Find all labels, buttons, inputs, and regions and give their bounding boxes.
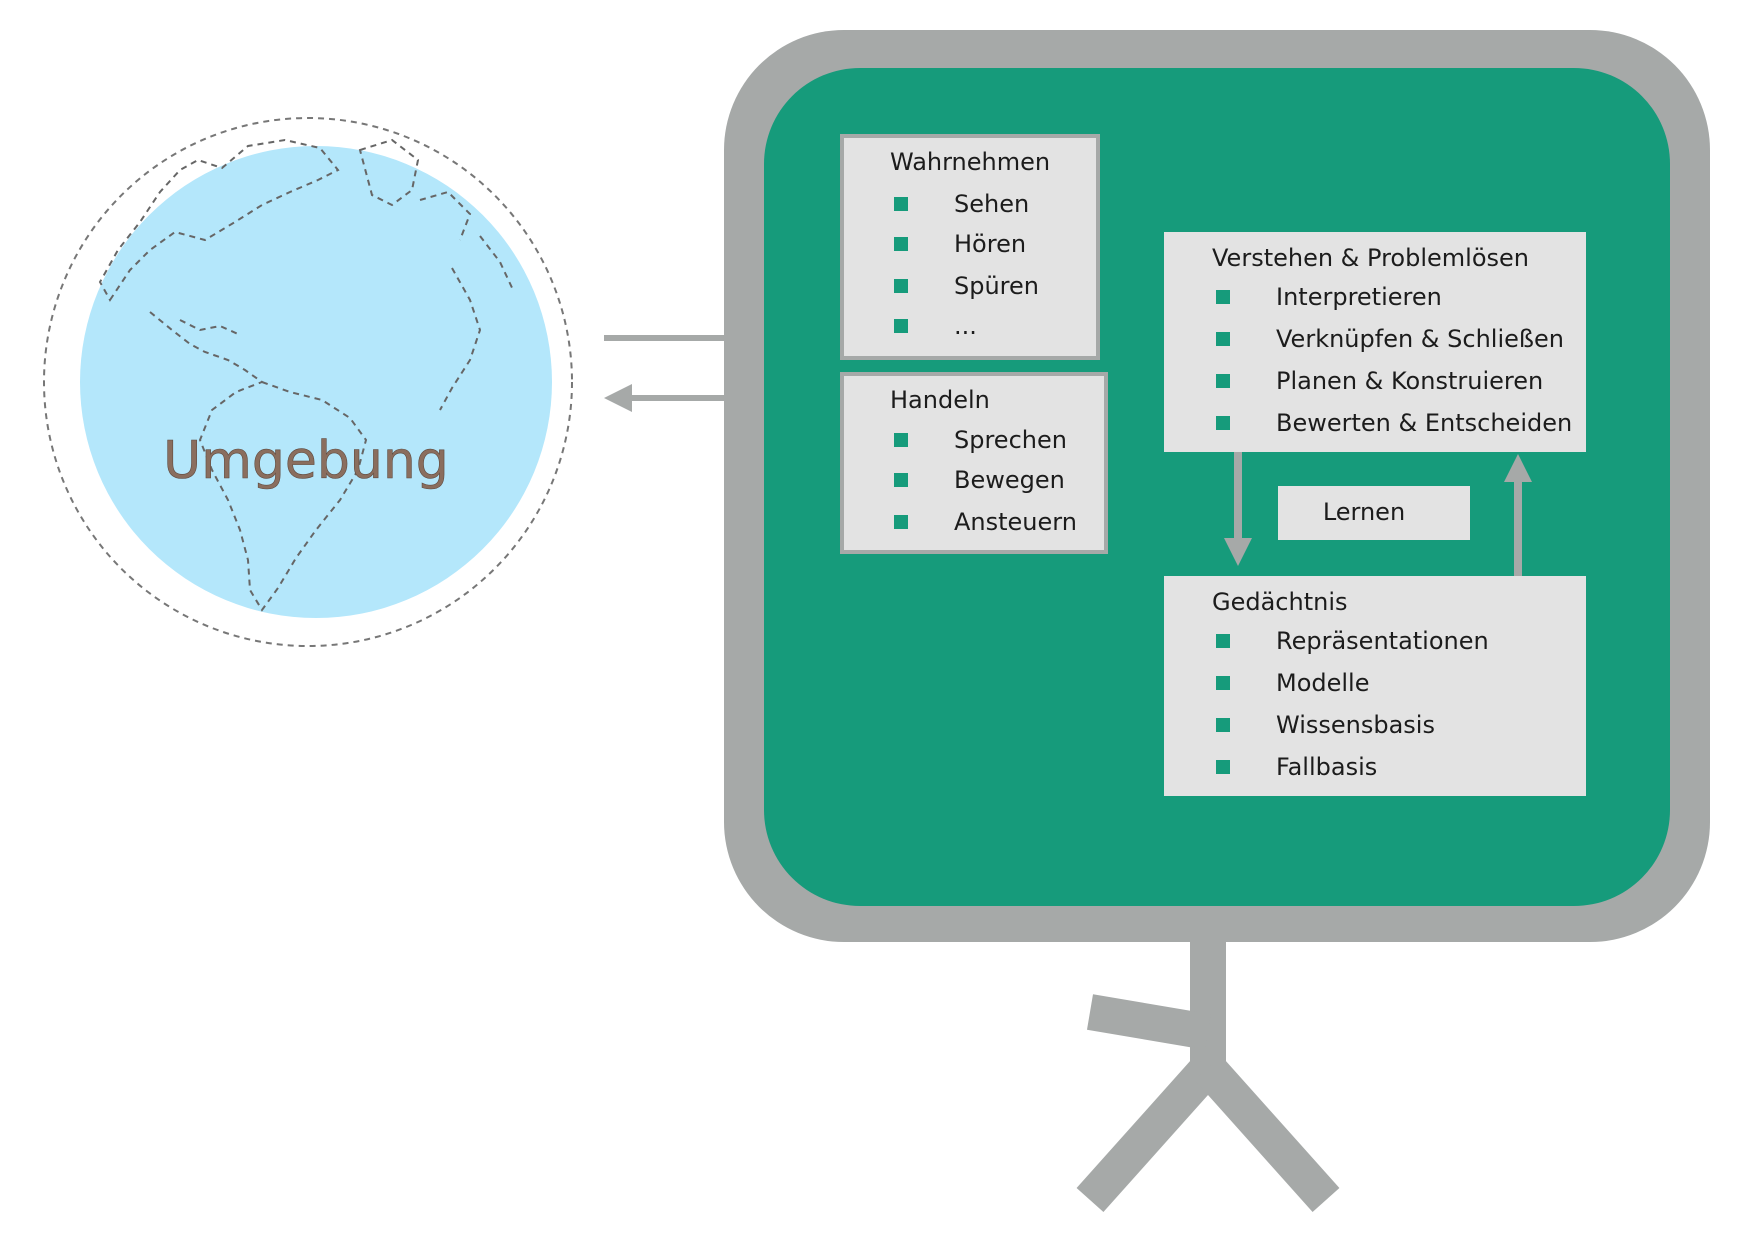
act-item: Bewegen <box>954 466 1065 494</box>
bullet <box>894 319 908 333</box>
bullet <box>894 197 908 211</box>
memory-to-understand-arrowhead <box>1504 454 1532 482</box>
memory-title: Gedächtnis <box>1212 588 1348 616</box>
act-item: Sprechen <box>954 426 1067 454</box>
understand-item: Interpretieren <box>1276 283 1442 311</box>
bullet <box>1216 374 1230 388</box>
bullet <box>1216 676 1230 690</box>
bullet <box>894 279 908 293</box>
act-title: Handeln <box>890 386 990 414</box>
learn-box: Lernen <box>1278 486 1470 540</box>
bullet <box>1216 634 1230 648</box>
bullet <box>1216 760 1230 774</box>
bullet <box>894 515 908 529</box>
act-item: Ansteuern <box>954 508 1077 536</box>
perceive-item: Spüren <box>954 272 1039 300</box>
bullet <box>894 237 908 251</box>
bullet <box>894 433 908 447</box>
learning-arrows <box>1224 452 1532 576</box>
learn-label: Lernen <box>1323 498 1405 526</box>
understand-box: Verstehen & Problemlösen Interpretieren … <box>1164 232 1586 452</box>
perceive-box: Wahrnehmen Sehen Hören Spüren ... <box>840 134 1100 360</box>
perceive-title: Wahrnehmen <box>890 148 1050 176</box>
agent-board: Wahrnehmen Sehen Hören Spüren ... Handel… <box>724 30 1710 1212</box>
globe-sphere <box>80 146 552 618</box>
bullet <box>1216 290 1230 304</box>
environment-label: Umgebung <box>163 431 449 491</box>
continent-outlines <box>98 138 515 612</box>
understand-to-memory-arrowhead <box>1224 538 1252 566</box>
understand-title: Verstehen & Problemlösen <box>1212 244 1529 272</box>
bullet <box>894 473 908 487</box>
understand-item: Verknüpfen & Schließen <box>1276 325 1564 353</box>
memory-item: Repräsentationen <box>1276 627 1489 655</box>
bullet <box>1216 332 1230 346</box>
bullet <box>1216 718 1230 732</box>
bullet <box>1216 416 1230 430</box>
memory-item: Modelle <box>1276 669 1370 697</box>
action-arrowhead <box>604 384 632 412</box>
perceive-item: Sehen <box>954 190 1029 218</box>
board-stand <box>1076 930 1340 1212</box>
memory-item: Wissensbasis <box>1276 711 1435 739</box>
understand-item: Bewerten & Entscheiden <box>1276 409 1572 437</box>
understand-item: Planen & Konstruieren <box>1276 367 1543 395</box>
globe-outline-dashed <box>43 117 573 647</box>
act-box: Handeln Sprechen Bewegen Ansteuern <box>840 372 1108 554</box>
environment-globe: Umgebung <box>43 117 573 647</box>
perceive-item: ... <box>954 312 977 340</box>
memory-item: Fallbasis <box>1276 753 1377 781</box>
perceive-item: Hören <box>954 230 1026 258</box>
memory-box: Gedächtnis Repräsentationen Modelle Wiss… <box>1164 576 1586 796</box>
